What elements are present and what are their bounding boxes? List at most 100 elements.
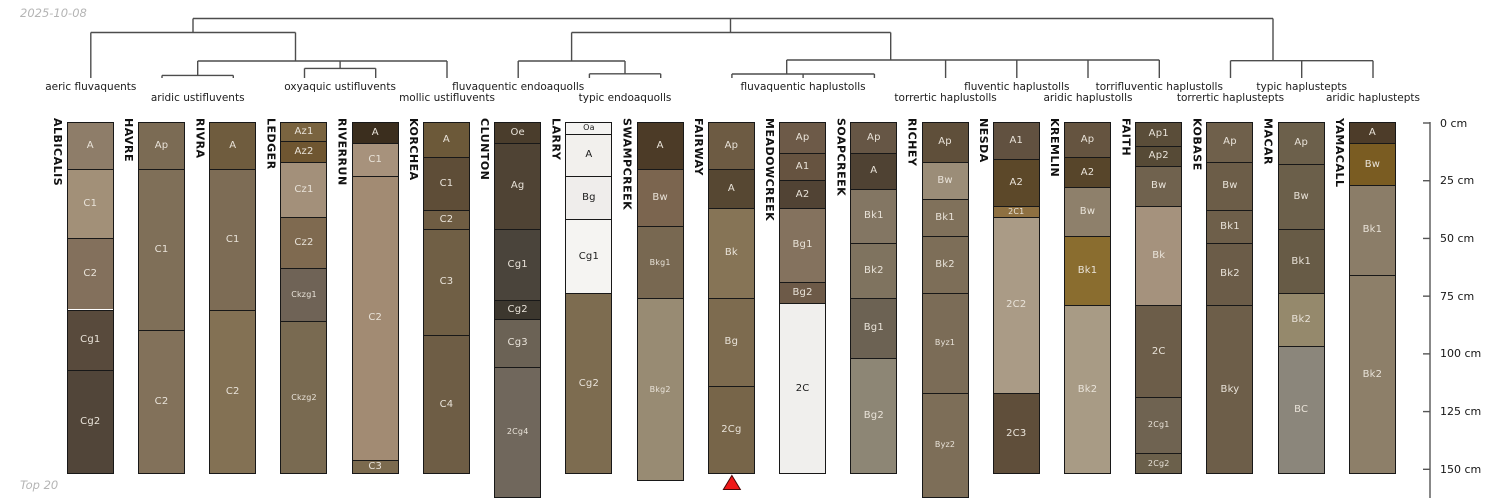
taxon-label: fluventic haplustolls [964, 81, 1070, 93]
horizon-label: A2 [795, 188, 810, 200]
horizon-label: Bw [1151, 180, 1167, 192]
horizon-block: Az1 [281, 122, 327, 141]
horizon-label: Bk2 [1220, 268, 1240, 280]
horizon-block: A2 [780, 180, 826, 208]
horizon-label: Ckzg2 [291, 392, 317, 402]
horizon-block: Bk2 [1278, 293, 1324, 347]
horizon-block: Byz1 [922, 293, 968, 393]
horizon-block: Bw [1065, 187, 1111, 236]
horizon-label: Bk1 [1220, 220, 1240, 232]
horizon-block: 2C2 [993, 217, 1039, 393]
horizon-block: Bk1 [922, 198, 968, 236]
date-label: 2025-10-08 [20, 6, 87, 20]
horizon-label: Bky [1220, 383, 1240, 395]
horizon-block: A [210, 122, 256, 169]
horizon-label: Bw [1079, 205, 1096, 217]
taxon-label: mollic ustifluvents [399, 92, 495, 104]
horizon-label: C2 [225, 385, 240, 397]
horizon-block: Cg1 [495, 228, 541, 301]
horizon-label: 2Cg4 [506, 427, 529, 437]
horizon-block: A [566, 134, 612, 176]
horizon-label: A [656, 139, 664, 151]
horizon-block: Ap [1207, 122, 1253, 162]
horizon-label: A [585, 149, 593, 161]
horizon-block: A1 [780, 152, 826, 181]
soil-column-faith: Ap1 Ap2 Bw Bk 2C 2Cg1 2Cg2 [1135, 121, 1183, 475]
soil-column-macar: Ap Bw Bk1 Bk2 BC [1277, 121, 1325, 475]
horizon-block: Bg1 [780, 207, 826, 282]
horizon-block: A [1349, 122, 1395, 144]
horizon-block: 2C [1136, 304, 1182, 398]
series-name-label: YAMACALL [1332, 118, 1346, 188]
horizon-block: Cg1 [67, 309, 113, 370]
horizon-block: Ap [851, 122, 897, 153]
soil-column-meadowcreek: Ap A1 A2 Bg1 Bg2 2C [779, 121, 827, 475]
horizon-block: A2 [993, 159, 1039, 206]
soil-column-kremlin: Ap A2 Bw Bk1 Bk2 [1064, 121, 1112, 475]
horizon-block: Bg2 [851, 357, 897, 474]
horizon-label: Cg2 [507, 304, 528, 315]
horizon-block: Az2 [281, 140, 327, 162]
horizon-block: Oa [566, 122, 612, 135]
horizon-label: Ap1 [1148, 128, 1169, 140]
horizon-block: Cg1 [566, 219, 612, 294]
horizon-label: Cg2 [578, 377, 600, 389]
taxon-label: oxyaquic ustifluvents [284, 81, 396, 93]
horizon-label: BC [1294, 404, 1309, 416]
taxon-label: torrertic haplustolls [894, 92, 997, 104]
horizon-label: Byz1 [934, 338, 956, 348]
horizon-label: Bg [582, 192, 596, 204]
horizon-block: C1 [139, 168, 185, 331]
soil-column-swampcreek: A Bw Bkg1 Bkg2 [636, 121, 684, 482]
horizon-block: 2C3 [993, 392, 1039, 474]
depth-tick-label: 25 cm [1440, 174, 1475, 188]
horizon-block: Bk [708, 207, 754, 298]
horizon-block: C2 [423, 210, 469, 229]
horizon-block: Bk2 [1207, 242, 1253, 305]
horizon-label: Bw [1293, 190, 1309, 202]
horizon-label: A [442, 133, 450, 145]
horizon-label: Cg1 [507, 258, 528, 270]
horizon-block: Cg2 [566, 293, 612, 474]
horizon-block: C2 [210, 309, 256, 474]
horizon-block: Ag [495, 143, 541, 229]
horizon-block: Bk [1136, 205, 1182, 305]
horizon-label: C3 [368, 460, 383, 472]
horizon-block: A [423, 122, 469, 158]
horizon-label: Cg1 [578, 250, 600, 262]
horizon-block: Bk1 [1278, 228, 1324, 294]
horizon-block: BC [1278, 346, 1324, 474]
horizon-label: Cg3 [507, 337, 528, 349]
horizon-label: Ap [1223, 136, 1237, 148]
horizon-block: Oe [495, 122, 541, 144]
horizon-block: Bg2 [780, 281, 826, 303]
taxon-label: aridic ustifluvents [150, 92, 245, 104]
horizon-label: Byz2 [934, 440, 956, 450]
horizon-label: C2 [83, 268, 98, 280]
horizon-block: C3 [423, 228, 469, 335]
horizon-label: A1 [1009, 134, 1024, 146]
horizon-block: C3 [352, 459, 398, 474]
horizon-label: A [727, 182, 735, 194]
taxon-label: aridic haplustolls [1043, 92, 1133, 104]
horizon-block: A1 [993, 122, 1039, 160]
horizon-label: Cz2 [294, 237, 314, 249]
horizon-block: A [637, 122, 683, 169]
horizon-label: Oe [510, 126, 525, 138]
series-name-label: RIVRA [193, 118, 207, 159]
horizon-block: C1 [67, 168, 113, 238]
horizon-block: C4 [423, 334, 469, 474]
horizon-block: C1 [352, 143, 398, 176]
series-name-label: SWAMPCREEK [620, 118, 634, 211]
horizon-block: A [352, 122, 398, 144]
horizon-label: Bkg1 [649, 257, 671, 267]
horizon-label: Bk2 [1077, 383, 1098, 395]
series-name-label: LEDGER [264, 118, 278, 170]
soil-column-nesda: A1 A2 2C1 2C2 2C3 [992, 121, 1040, 475]
horizon-label: Bk2 [864, 264, 884, 276]
taxon-label: fluvaquentic haplustolls [740, 81, 866, 93]
horizon-label: Bw [1364, 158, 1381, 170]
horizon-label: C1 [439, 178, 454, 190]
horizon-label: Az2 [294, 145, 314, 157]
horizon-label: 2Cg2 [1147, 458, 1170, 468]
